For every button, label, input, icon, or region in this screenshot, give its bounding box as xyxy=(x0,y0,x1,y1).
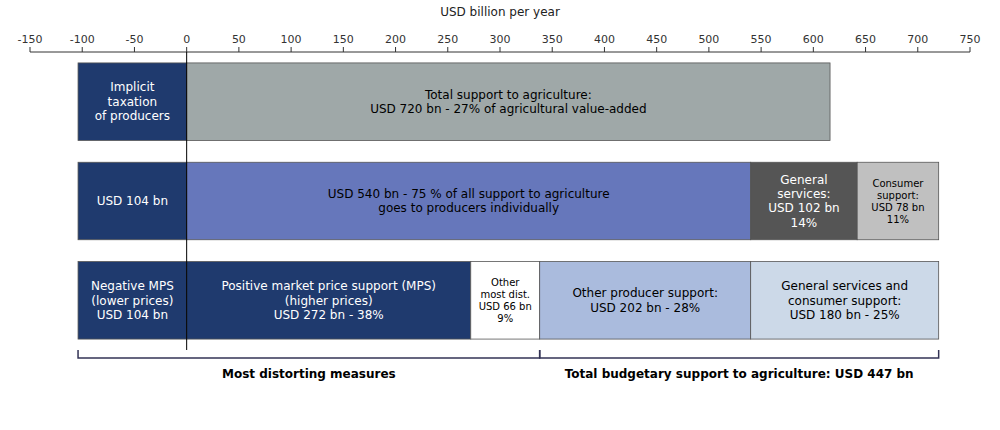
bar-segment xyxy=(78,262,187,339)
tick-mark xyxy=(761,47,762,52)
tick-label: -150 xyxy=(18,33,43,46)
tick-mark xyxy=(552,47,553,52)
data-label: Positive market price support (MPS)(high… xyxy=(221,279,436,322)
tick-mark xyxy=(604,47,605,52)
tick-mark xyxy=(970,47,971,52)
bar-segment xyxy=(187,162,751,239)
data-label: Other producer support:USD 202 bn - 28% xyxy=(572,286,718,314)
tick-mark xyxy=(656,47,657,52)
tick-label: 0 xyxy=(183,33,190,46)
bar-segment xyxy=(751,162,858,239)
tick-label: 300 xyxy=(490,33,511,46)
bracket-label: Most distorting measures xyxy=(222,367,396,381)
tick-mark xyxy=(186,47,187,52)
tick-mark xyxy=(500,47,501,52)
tick-label: 600 xyxy=(803,33,824,46)
tick-label: 200 xyxy=(385,33,406,46)
data-label: Total support to agriculture:USD 720 bn … xyxy=(370,88,646,116)
bracket xyxy=(78,350,540,358)
tick-mark xyxy=(447,47,448,52)
data-label: Negative MPS(lower prices)USD 104 bn xyxy=(91,279,174,322)
tick-label: 50 xyxy=(232,33,246,46)
bar-segment xyxy=(187,262,471,339)
tick-label: 450 xyxy=(646,33,667,46)
tick-label: 250 xyxy=(437,33,458,46)
data-label: Implicittaxationof producers xyxy=(95,80,170,123)
bracket xyxy=(540,350,939,358)
tick-mark xyxy=(917,47,918,52)
tick-label: 150 xyxy=(333,33,354,46)
tick-label: 500 xyxy=(698,33,719,46)
brackets: Most distorting measures Total budgetary … xyxy=(78,350,939,381)
data-labels: Implicittaxationof producers Total suppor… xyxy=(91,80,925,323)
tick-label: -100 xyxy=(70,33,95,46)
bar-segment xyxy=(187,63,830,140)
bar-segment xyxy=(751,262,939,339)
bars xyxy=(78,63,939,339)
data-label: Generalservices:USD 102 bn14% xyxy=(768,173,839,230)
bar-segment xyxy=(78,63,187,140)
bar-segment xyxy=(471,262,540,339)
tick-mark xyxy=(395,47,396,52)
tick-mark xyxy=(30,47,31,52)
data-label: Othermost dist.USD 66 bn9% xyxy=(479,277,532,324)
bar-segment xyxy=(540,262,751,339)
tick-mark xyxy=(134,47,135,52)
data-label: USD 104 bn xyxy=(97,194,168,208)
zero-line xyxy=(186,52,187,350)
tick-mark xyxy=(865,47,866,52)
bracket-label: Total budgetary support to agriculture: … xyxy=(565,367,914,381)
tick-mark xyxy=(291,47,292,52)
tick-mark xyxy=(708,47,709,52)
tick-label: -50 xyxy=(125,33,143,46)
data-label: USD 540 bn - 75 % of all support to agri… xyxy=(328,187,610,215)
tick-mark xyxy=(813,47,814,52)
tick-mark xyxy=(82,47,83,52)
tick-label: 750 xyxy=(960,33,981,46)
bar-segment xyxy=(78,162,187,239)
tick-label: 400 xyxy=(594,33,615,46)
tick-label: 350 xyxy=(542,33,563,46)
tick-label: 700 xyxy=(907,33,928,46)
tick-label: 550 xyxy=(751,33,772,46)
x-axis-label: USD billion per year xyxy=(440,5,560,19)
x-axis: -150 -100 -50 0 50 100 150 200 250 300 350 400 450 50… xyxy=(18,33,981,52)
tick-label: 100 xyxy=(281,33,302,46)
bar-segment xyxy=(857,162,938,239)
data-label: General services andconsumer support:USD… xyxy=(781,279,908,322)
tick-label: 650 xyxy=(855,33,876,46)
tick-mark xyxy=(343,47,344,52)
tick-mark xyxy=(238,47,239,52)
data-label: Consumersupport:USD 78 bn11% xyxy=(871,178,924,225)
chart: -150 -100 -50 0 50 100 150 200 250 300 350 400 450 50… xyxy=(0,0,1000,430)
